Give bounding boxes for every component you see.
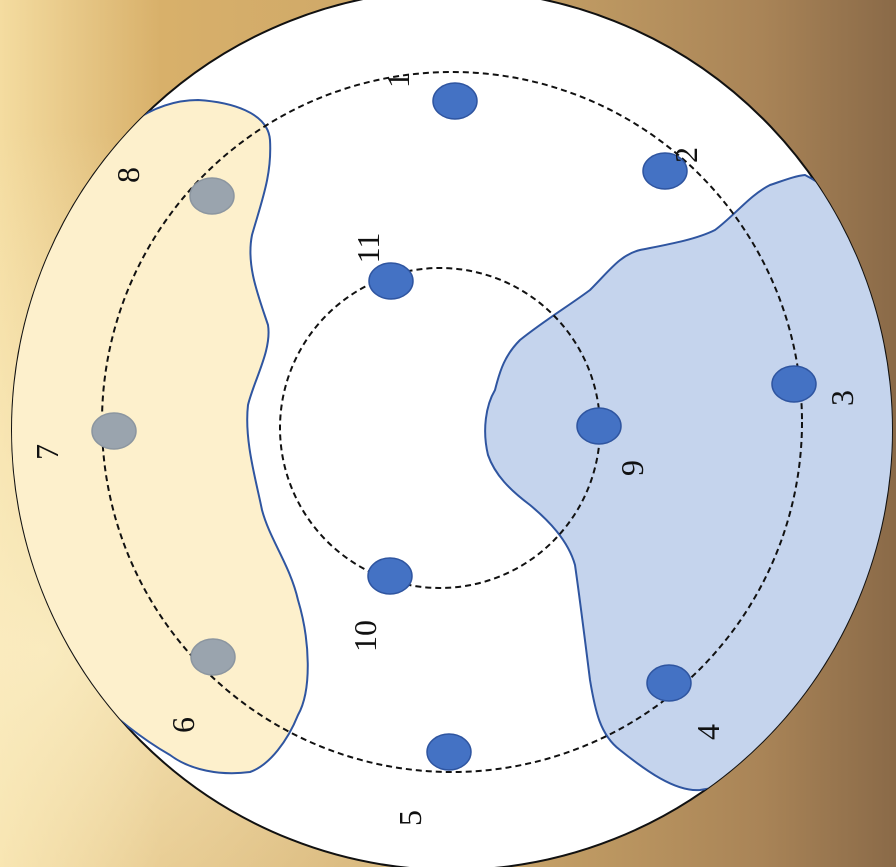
point-3 xyxy=(771,365,817,403)
point-label-3: 3 xyxy=(824,390,860,406)
point-label-9: 9 xyxy=(614,460,650,476)
point-5 xyxy=(426,733,472,771)
point-8 xyxy=(189,177,235,215)
point-label-8: 8 xyxy=(110,167,146,183)
point-label-5: 5 xyxy=(392,810,428,826)
point-label-1: 1 xyxy=(380,72,416,88)
point-label-11: 11 xyxy=(350,233,386,264)
point-7 xyxy=(91,412,137,450)
point-label-6: 6 xyxy=(165,717,201,733)
point-label-2: 2 xyxy=(668,147,704,163)
point-label-10: 10 xyxy=(347,620,383,652)
point-label-7: 7 xyxy=(29,444,65,460)
point-1 xyxy=(432,82,478,120)
outer-ring xyxy=(101,71,803,773)
point-11 xyxy=(368,262,414,300)
point-label-4: 4 xyxy=(690,724,726,740)
point-4 xyxy=(646,664,692,702)
blue-zone xyxy=(484,173,892,792)
point-10 xyxy=(367,557,413,595)
point-6 xyxy=(190,638,236,676)
point-2 xyxy=(642,152,688,190)
point-9 xyxy=(576,407,622,445)
